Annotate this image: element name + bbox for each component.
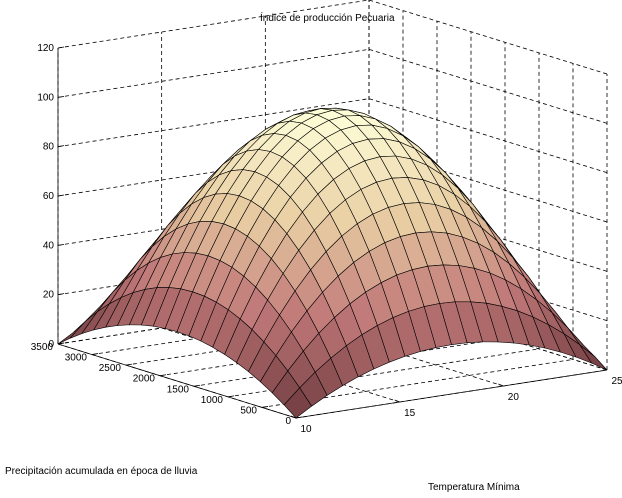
surface-mesh [57,107,608,419]
y-tick-mark [159,374,167,377]
z-tick-label: 0 [48,339,54,350]
y-tick-mark [295,416,303,419]
y-axis-label: Precipitación acumulada en época de lluv… [5,466,198,477]
y-tick-mark [227,395,235,398]
z-tick-label: 60 [43,191,55,202]
grid-line [57,48,370,98]
y-axis-line [57,343,297,419]
y-tick-label: 3000 [65,353,88,364]
x-axis-label: Temperatura Mínima [428,482,520,493]
x-axis-ticks: 10 15 20 25 [290,367,622,435]
x-tick-mark [394,399,400,403]
grid-line [57,0,370,49]
x-tick-mark [498,383,504,387]
z-tick-label: 40 [43,240,55,251]
z-tick-label: 100 [37,92,54,103]
z-tick-mark [57,293,65,296]
x-tick-mark [290,415,297,419]
z-tick-label: 120 [37,43,54,54]
z-tick-mark [57,243,65,246]
surface-cell [283,387,313,419]
x-axis-line [295,369,608,419]
y-tick-mark [261,406,269,408]
x-tick-mark [601,367,608,371]
grid-line [368,48,608,124]
y-tick-label: 1000 [201,395,224,406]
z-axis-ticks: 0 20 40 60 80 100 120 [37,43,65,350]
y-tick-label: 0 [285,416,291,427]
z-tick-label: 20 [43,290,55,301]
z-tick-mark [57,145,65,148]
z-tick-label: 80 [43,142,55,153]
z-tick-mark [57,194,65,197]
x-tick-label: 15 [404,408,416,419]
y-tick-mark [125,363,133,366]
y-tick-mark [91,353,99,355]
y-axis-ticks: 0 500 1000 1500 2000 2500 3000 3500 [31,342,303,427]
grid-line [368,0,608,75]
z-tick-mark [57,95,65,98]
y-tick-mark [193,384,201,387]
y-tick-label: 500 [240,405,257,416]
chart-title: Índice de producción Pecuaria [260,13,395,24]
x-tick-label: 10 [300,424,312,435]
z-tick-mark [57,46,65,49]
x-tick-label: 20 [508,392,520,403]
y-tick-label: 2000 [133,374,156,385]
y-tick-label: 3500 [31,342,54,353]
y-tick-mark [57,342,65,345]
y-tick-label: 1500 [167,384,190,395]
grid-line [57,98,370,148]
x-tick-label: 25 [611,376,622,387]
y-tick-label: 2500 [99,363,122,374]
